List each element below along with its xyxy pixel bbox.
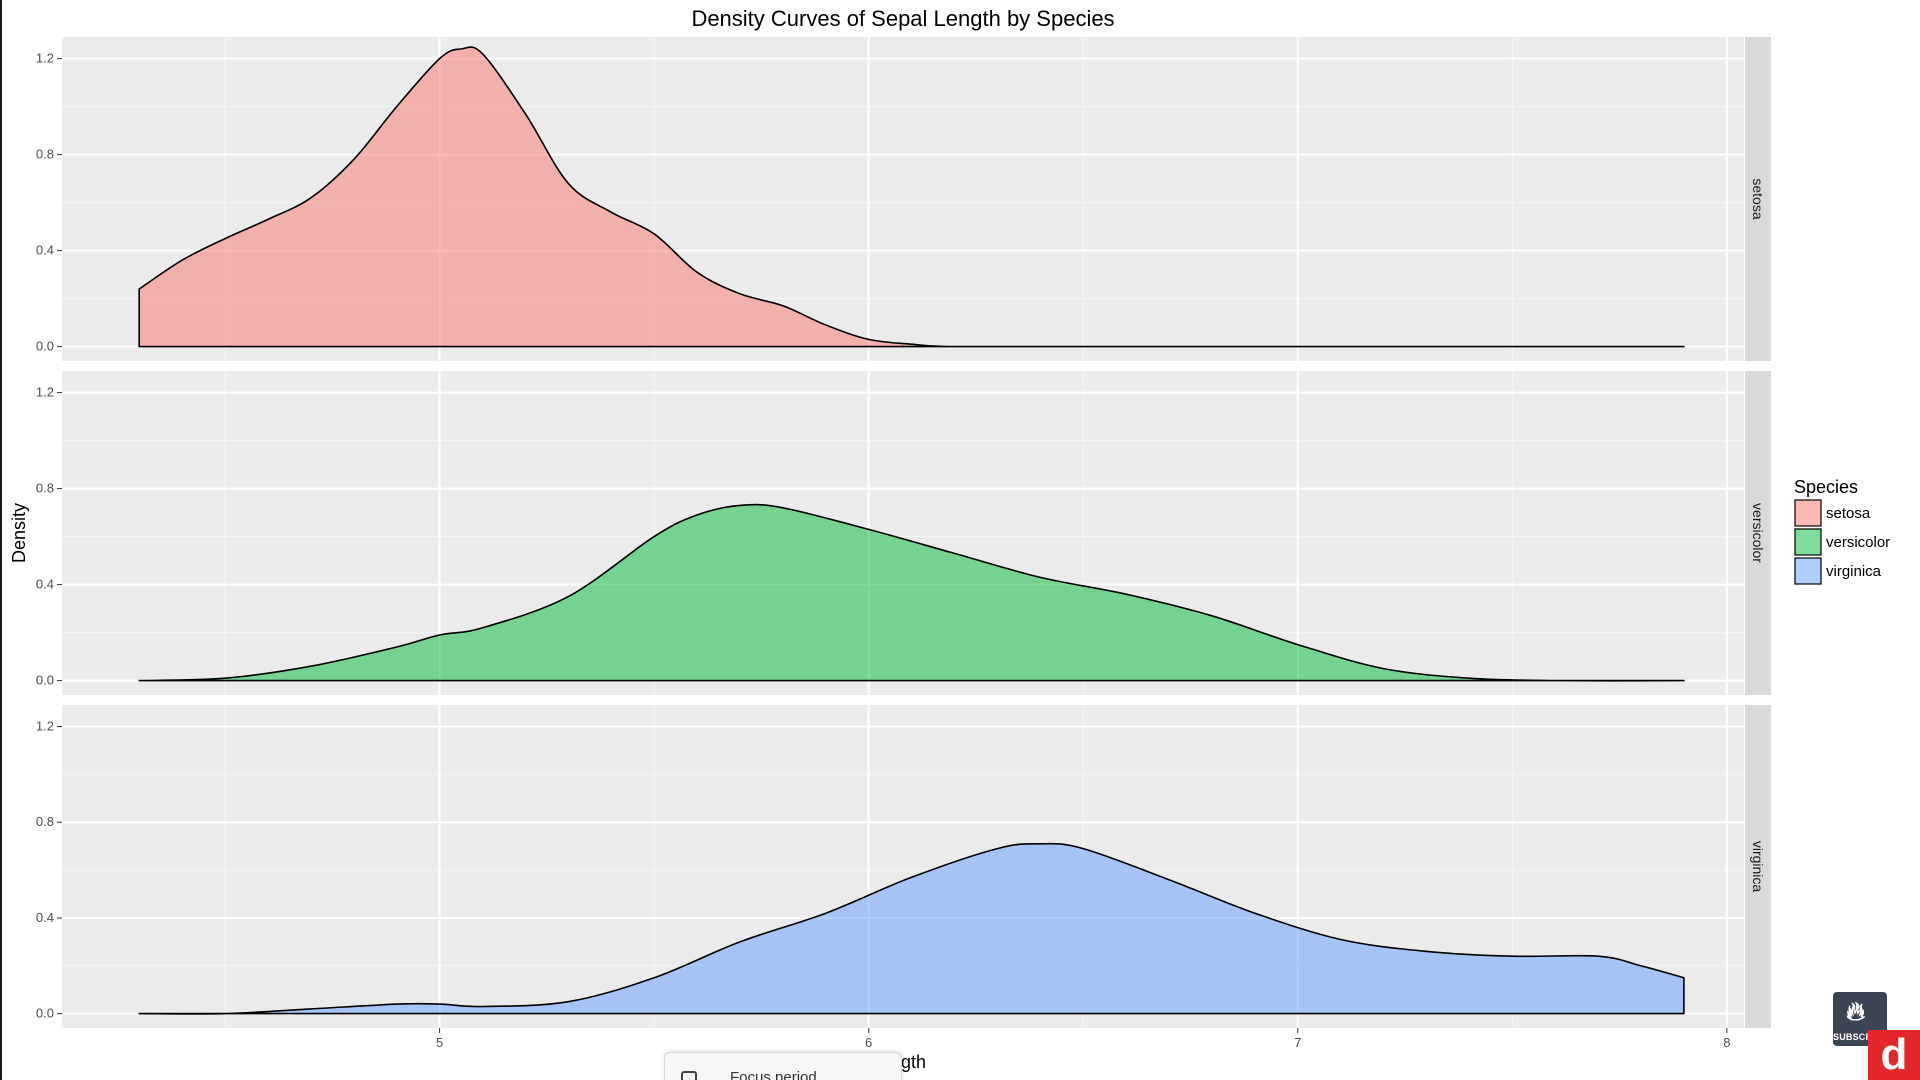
legend-title: Species: [1794, 477, 1858, 497]
legend-label-setosa: setosa: [1826, 505, 1871, 522]
x-tick-label: 5: [436, 1035, 443, 1050]
y-axis-title: Density: [9, 503, 29, 563]
legend-label-versicolor: versicolor: [1826, 534, 1890, 551]
legend-key-virginica: [1794, 557, 1822, 585]
facet-panel-versicolor: 0.0 0.4 0.8 1.2 versicolor: [36, 371, 1771, 695]
y-tick-label: 0.0: [36, 339, 54, 354]
facet-strip: [1745, 37, 1771, 361]
flame-icon: 🔥︎: [1846, 996, 1866, 1026]
y-tick-label: 1.2: [36, 51, 54, 66]
y-tick-label: 0.8: [36, 147, 54, 162]
y-tick-label: 0.4: [36, 910, 54, 925]
density-area-virginica: [138, 842, 1685, 1015]
brand-logo: d: [1868, 1030, 1920, 1080]
density-area-versicolor: [138, 503, 1685, 682]
subscribe-button[interactable]: 🔥︎ SUBSCRIBE: [1833, 992, 1888, 1046]
x-tick-label: 8: [1723, 1035, 1730, 1050]
focus-period-label: Focus period: [730, 1069, 817, 1080]
y-tick-label: 0.0: [36, 673, 54, 688]
x-tick-label: 6: [865, 1035, 872, 1050]
facet-strip: [1745, 705, 1771, 1028]
y-tick-label: 1.2: [36, 719, 54, 734]
facet-panel-virginica: 0.0 0.4 0.8 1.2 virginica: [36, 705, 1771, 1028]
y-tick-label: 0.4: [36, 577, 54, 592]
y-tick-label: 1.2: [36, 385, 54, 400]
subscribe-label: SUBSCRIBE: [1833, 1032, 1888, 1042]
facet-panel-setosa: 0.0 0.4 0.8 1.2 setosa: [36, 37, 1771, 361]
focus-icon: [681, 1071, 697, 1080]
facet-strip-label: setosa: [1750, 178, 1766, 219]
legend-label-virginica: virginica: [1826, 563, 1882, 580]
density-area-setosa: [138, 46, 1685, 348]
y-tick-label: 0.4: [36, 243, 54, 258]
legend-key-versicolor: [1794, 528, 1822, 556]
chart-title: Density Curves of Sepal Length by Specie…: [691, 6, 1114, 31]
facet-strip-label: virginica: [1750, 841, 1766, 893]
y-tick-label: 0.8: [36, 814, 54, 829]
legend-key-setosa: [1794, 499, 1822, 527]
panels-layer: 0.0 0.4 0.8 1.2 setosa 0.0 0.4 0.8 1.2 versicolor…: [36, 37, 1771, 1050]
legend: Species setosa versicolor virginica: [1794, 477, 1890, 585]
focus-period-popup[interactable]: Focus period: [664, 1052, 902, 1080]
y-tick-label: 0.8: [36, 481, 54, 496]
facet-strip: [1745, 371, 1771, 695]
facet-strip-label: versicolor: [1750, 503, 1766, 563]
y-tick-label: 0.0: [36, 1006, 54, 1021]
x-tick-label: 7: [1294, 1035, 1301, 1050]
